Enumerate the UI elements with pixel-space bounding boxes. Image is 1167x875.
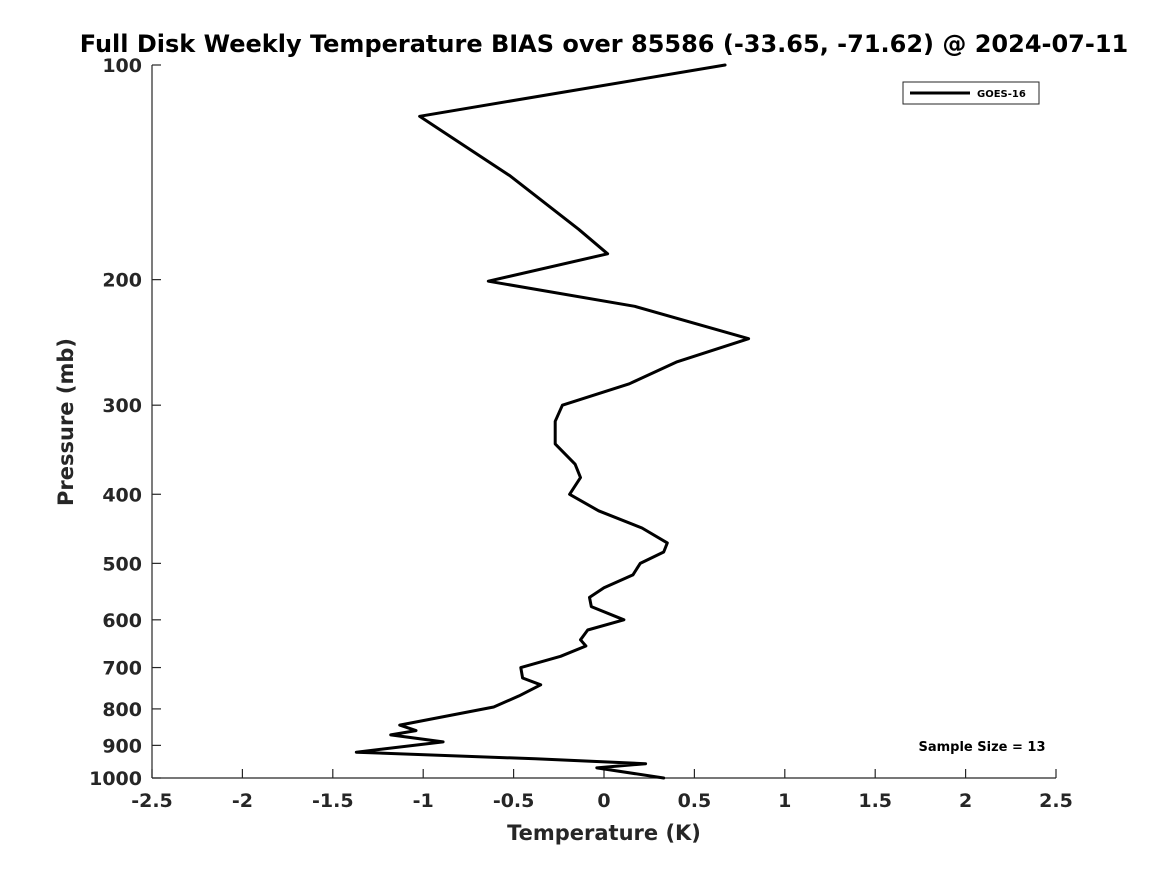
x-tick-label: 1 [778,790,791,812]
x-tick-label: 1.5 [858,790,892,812]
x-tick-label: -1 [413,790,434,812]
y-tick-label: 300 [102,395,142,417]
y-tick-label: 1000 [89,768,142,790]
y-tick-label: 400 [102,484,142,506]
x-tick-label: -2.5 [131,790,173,812]
legend-label-goes-16: GOES-16 [977,89,1026,100]
legend: GOES-16 [902,81,1040,105]
chart-title: Full Disk Weekly Temperature BIAS over 8… [80,30,1128,58]
x-tick-label: 0.5 [678,790,712,812]
y-tick-label: 500 [102,553,142,575]
y-tick-label: 800 [102,699,142,721]
series-line-goes-16 [354,63,751,780]
x-axis-label: Temperature (K) [507,821,701,845]
legend-box [902,81,1040,105]
y-axis-ticks: 100 200 300 400 500 600 700 800 900 1000 [89,55,161,790]
x-tick-label: -1.5 [312,790,354,812]
x-tick-label: -0.5 [493,790,535,812]
series-points [356,64,749,779]
y-tick-label: 200 [102,270,142,292]
y-tick-label: 900 [102,735,142,757]
plot-area: -2.5 -2 -1.5 -1 -0.5 0 0.5 1 1.5 2 2.5 100 200 300 40… [89,55,1073,812]
x-axis-ticks: -2.5 -2 -1.5 -1 -0.5 0 0.5 1 1.5 2 2.5 [131,769,1073,812]
x-tick-label: -2 [232,790,253,812]
x-tick-label: 0 [597,790,610,812]
sample-size-annotation: Sample Size = 13 [918,740,1045,755]
x-tick-label: 2 [959,790,972,812]
x-tick-label: 2.5 [1039,790,1073,812]
y-tick-label: 700 [102,658,142,680]
y-axis-label: Pressure (mb) [54,338,78,506]
y-tick-label: 100 [102,55,142,77]
y-tick-label: 600 [102,610,142,632]
